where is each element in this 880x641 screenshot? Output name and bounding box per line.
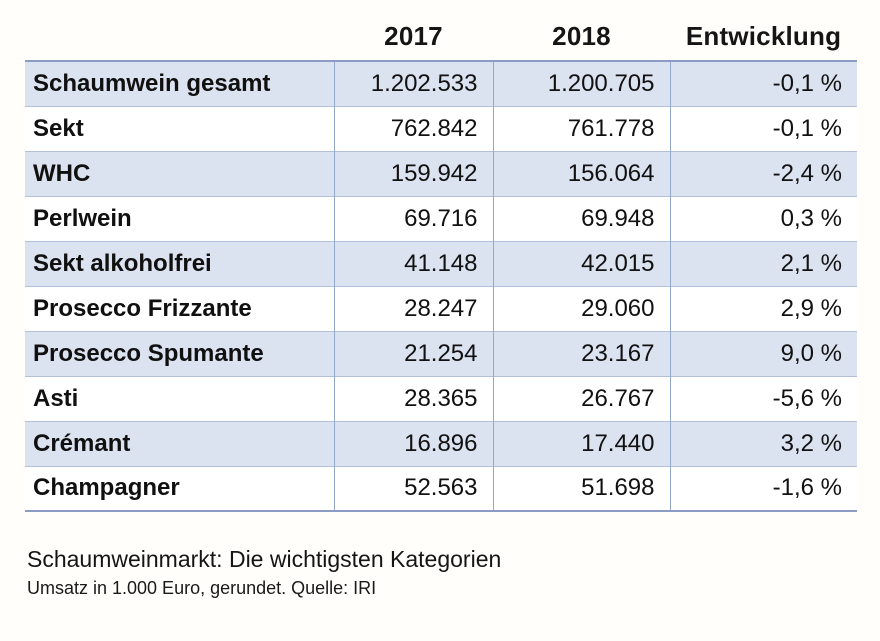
cell-2017: 28.365 xyxy=(333,375,493,421)
cell-category: Perlwein xyxy=(25,195,334,241)
cell-2017: 16.896 xyxy=(333,420,493,466)
cell-2018: 26.767 xyxy=(492,375,670,421)
cell-2018: 29.060 xyxy=(492,285,670,331)
cell-category: WHC xyxy=(25,150,334,196)
sparkling-wine-table: 2017 2018 Entwicklung Schaumwein gesamt … xyxy=(25,13,857,512)
cell-2018: 1.200.705 xyxy=(492,60,670,106)
table-row: Perlwein 69.716 69.948 0,3 % xyxy=(25,195,857,241)
cell-category: Prosecco Spumante xyxy=(25,330,334,376)
cell-change: -2,4 % xyxy=(669,150,857,196)
table-row: Asti 28.365 26.767 -5,6 % xyxy=(25,375,857,421)
cell-category: Champagner xyxy=(25,465,334,512)
cell-change: 3,2 % xyxy=(669,420,857,466)
cell-change: 2,1 % xyxy=(669,240,857,286)
table-row: Sekt 762.842 761.778 -0,1 % xyxy=(25,105,857,151)
cell-change: -0,1 % xyxy=(669,105,857,151)
cell-2017: 21.254 xyxy=(333,330,493,376)
cell-2017: 69.716 xyxy=(333,195,493,241)
cell-2018: 69.948 xyxy=(492,195,670,241)
cell-2017: 159.942 xyxy=(333,150,493,196)
figure-caption: Schaumweinmarkt: Die wichtigsten Kategor… xyxy=(27,546,880,599)
cell-change: -1,6 % xyxy=(669,465,857,512)
cell-2018: 17.440 xyxy=(492,420,670,466)
cell-change: -5,6 % xyxy=(669,375,857,421)
cell-2018: 51.698 xyxy=(492,465,670,512)
table-row: WHC 159.942 156.064 -2,4 % xyxy=(25,150,857,196)
cell-category: Asti xyxy=(25,375,334,421)
cell-2018: 156.064 xyxy=(492,150,670,196)
cell-2017: 28.247 xyxy=(333,285,493,331)
cell-2017: 41.148 xyxy=(333,240,493,286)
cell-category: Prosecco Frizzante xyxy=(25,285,334,331)
table-row: Prosecco Spumante 21.254 23.167 9,0 % xyxy=(25,330,857,376)
header-cell-2017: 2017 xyxy=(384,21,443,51)
cell-change: 9,0 % xyxy=(669,330,857,376)
cell-2018: 23.167 xyxy=(492,330,670,376)
table-row: Prosecco Frizzante 28.247 29.060 2,9 % xyxy=(25,285,857,331)
cell-change: -0,1 % xyxy=(669,60,857,106)
header-cell-2018: 2018 xyxy=(552,21,611,51)
cell-2017: 762.842 xyxy=(333,105,493,151)
caption-source: Umsatz in 1.000 Euro, gerundet. Quelle: … xyxy=(27,578,377,598)
header-cell-entwicklung: Entwicklung xyxy=(685,21,842,51)
cell-2017: 52.563 xyxy=(333,465,493,512)
table-row: Crémant 16.896 17.440 3,2 % xyxy=(25,420,857,466)
caption-title: Schaumweinmarkt: Die wichtigsten Kategor… xyxy=(27,546,502,572)
cell-change: 2,9 % xyxy=(669,285,857,331)
table-row: Sekt alkoholfrei 41.148 42.015 2,1 % xyxy=(25,240,857,286)
header-cell-category xyxy=(25,13,334,61)
table-row: Champagner 52.563 51.698 -1,6 % xyxy=(25,465,857,512)
table-row: Schaumwein gesamt 1.202.533 1.200.705 -0… xyxy=(25,60,857,106)
cell-2018: 42.015 xyxy=(492,240,670,286)
cell-category: Crémant xyxy=(25,420,334,466)
table-header-row: 2017 2018 Entwicklung xyxy=(25,13,857,61)
cell-category: Sekt xyxy=(25,105,334,151)
cell-category: Schaumwein gesamt xyxy=(25,60,334,106)
cell-2017: 1.202.533 xyxy=(333,60,493,106)
cell-change: 0,3 % xyxy=(669,195,857,241)
cell-category: Sekt alkoholfrei xyxy=(25,240,334,286)
cell-2018: 761.778 xyxy=(492,105,670,151)
